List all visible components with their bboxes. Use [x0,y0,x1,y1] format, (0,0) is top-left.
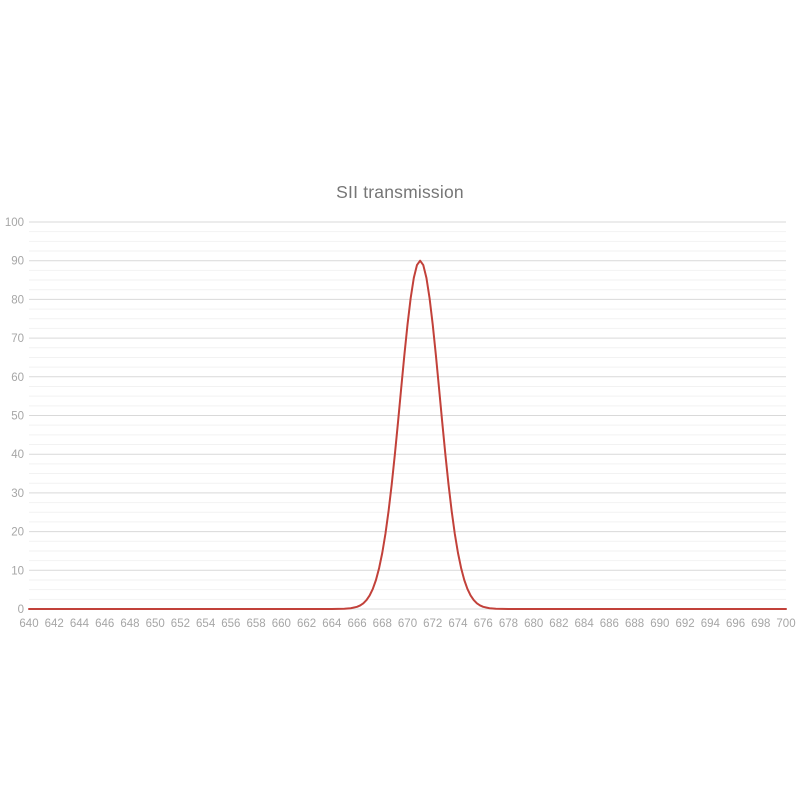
series-line [28,259,787,610]
x-tick-label: 642 [45,618,64,630]
x-tick-label: 650 [146,618,165,630]
x-tick-label: 666 [347,618,366,630]
y-tick-label: 60 [11,372,24,384]
y-tick-label: 50 [11,411,24,423]
series-sii-line [28,259,787,610]
x-tick-label: 692 [675,618,694,630]
x-tick-label: 640 [19,618,38,630]
x-tick-label: 684 [575,618,595,630]
x-tick-label: 690 [650,618,669,630]
y-tick-label: 20 [11,527,24,539]
y-tick-label: 30 [11,488,24,500]
x-tick-label: 694 [701,618,721,630]
x-tick-label: 658 [247,618,266,630]
x-tick-label: 680 [524,618,543,630]
y-tick-label: 40 [11,449,24,461]
gridlines-minor [29,231,786,600]
x-tick-label: 698 [751,618,770,630]
x-tick-label: 646 [95,618,114,630]
y-tick-label: 0 [18,604,24,616]
x-tick-label: 700 [776,618,795,630]
x-tick-label: 652 [171,618,190,630]
x-tick-label: 686 [600,618,619,630]
x-tick-label: 662 [297,618,316,630]
chart-title: SII transmission [336,182,464,202]
x-tick-label: 676 [474,618,493,630]
x-axis-tick-labels: 640 642 644 646 648 650 652 654 656 658 660 662 664 6… [19,618,795,630]
x-tick-label: 664 [322,618,342,630]
y-tick-label: 90 [11,256,24,268]
y-tick-label: 80 [11,294,24,306]
y-axis-tick-labels: 0 10 20 30 40 50 60 70 80 90 100 [5,217,24,616]
x-tick-label: 682 [549,618,568,630]
y-tick-label: 100 [5,217,24,229]
x-tick-label: 678 [499,618,518,630]
y-tick-label: 70 [11,333,24,345]
x-tick-label: 648 [120,618,139,630]
x-tick-label: 660 [272,618,291,630]
x-tick-label: 674 [448,618,468,630]
y-tick-label: 10 [11,565,24,577]
x-tick-label: 672 [423,618,442,630]
x-tick-label: 670 [398,618,417,630]
x-tick-label: 654 [196,618,216,630]
x-tick-label: 656 [221,618,240,630]
x-tick-label: 644 [70,618,90,630]
x-tick-label: 668 [373,618,392,630]
x-tick-label: 696 [726,618,745,630]
x-tick-label: 688 [625,618,644,630]
